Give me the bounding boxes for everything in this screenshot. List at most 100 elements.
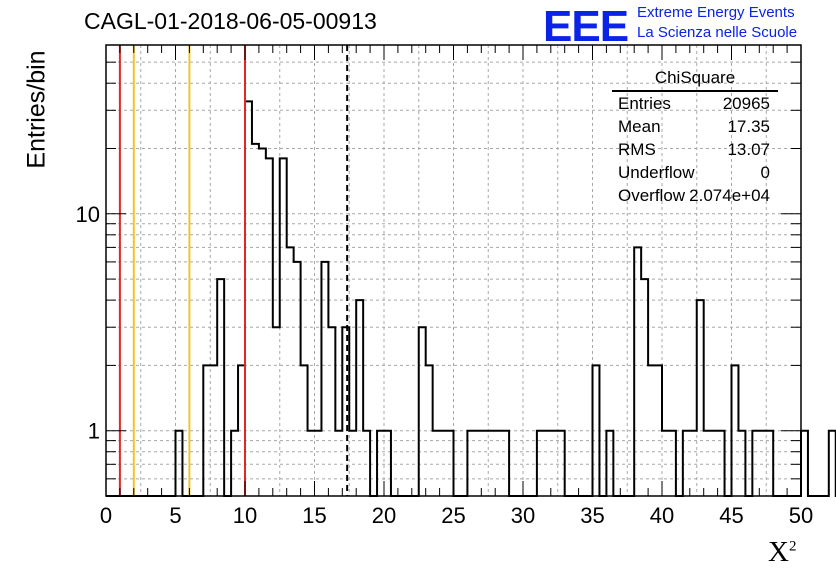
histogram-bin — [495, 431, 502, 496]
histogram-bin — [648, 365, 655, 496]
histogram-bin — [467, 431, 474, 496]
x-tick-label: 40 — [650, 503, 674, 528]
histogram-bin — [759, 431, 766, 496]
histogram-bin — [690, 431, 697, 496]
y-axis-label: Entries/bin — [22, 50, 51, 169]
histogram-bin — [266, 158, 273, 496]
histogram-bars — [106, 100, 836, 497]
x-tick-label: 45 — [719, 503, 743, 528]
x-tick-label: 30 — [511, 503, 535, 528]
histogram-bin — [176, 431, 183, 496]
histogram-bin — [363, 431, 370, 496]
stats-row-underflow: Underflow 0 — [612, 161, 778, 184]
histogram-bin — [210, 365, 217, 496]
y-tick-label: 10 — [76, 202, 100, 227]
stats-label: RMS — [618, 140, 656, 159]
histogram-bin — [634, 247, 641, 496]
stats-value: 20965 — [722, 94, 770, 113]
histogram-bin — [321, 262, 328, 496]
histogram-bin — [419, 327, 426, 496]
histogram-bin — [697, 300, 704, 496]
histogram-bin — [315, 431, 322, 496]
histogram-bin — [481, 431, 488, 496]
histogram-bin — [287, 247, 294, 496]
stats-label: Overflow — [618, 186, 686, 205]
stats-label: Mean — [618, 117, 661, 136]
histogram-bin — [738, 431, 745, 496]
stats-value: 13.07 — [727, 140, 770, 159]
histogram-outline — [106, 100, 836, 497]
stats-value: 17.35 — [727, 117, 770, 136]
x-tick-label: 35 — [580, 503, 604, 528]
histogram-bin — [766, 431, 773, 496]
histogram-bin — [704, 431, 711, 496]
histogram-bin — [669, 431, 676, 496]
reference-lines — [118, 45, 349, 496]
stats-box: ChiSquare Entries 20965 Mean 17.35 RMS 1… — [612, 66, 778, 207]
histogram-bin — [238, 365, 245, 496]
stats-row-overflow: Overflow 2.074e+04 — [612, 184, 778, 207]
axes: 0 5 10 15 20 25 30 35 40 45 50 1 10 — [76, 44, 813, 528]
logo-line-2: La Scienza nelle Scuole — [637, 24, 798, 41]
histogram-bin — [683, 431, 690, 496]
histogram-bin — [433, 431, 440, 496]
histogram-bin — [231, 431, 238, 496]
histogram-bin — [259, 148, 266, 496]
histogram-bin — [662, 431, 669, 496]
histogram-bin — [711, 431, 718, 496]
histogram-bin — [440, 431, 447, 496]
stats-row-mean: Mean 17.35 — [612, 115, 778, 138]
histogram-bin — [558, 431, 565, 496]
histogram-bin — [544, 431, 551, 496]
stats-value: 0 — [760, 163, 770, 182]
x-axis-label: X2 — [768, 536, 797, 568]
stats-label: Underflow — [618, 163, 695, 182]
run-title: CAGL-01-2018-06-05-00913 — [84, 8, 377, 34]
histogram-bin — [342, 327, 349, 496]
histogram-bin — [593, 365, 600, 496]
x-tick-label: 20 — [372, 503, 396, 528]
x-tick-label: 15 — [302, 503, 326, 528]
histogram-bin — [203, 365, 210, 496]
histogram-bin — [655, 365, 662, 496]
histogram-bin — [294, 262, 301, 496]
histogram-bin — [308, 431, 315, 496]
y-tick-label: 1 — [88, 419, 100, 444]
histogram-bin — [280, 158, 287, 496]
stats-label: Entries — [618, 94, 671, 113]
histogram-bin — [732, 365, 739, 496]
histogram-bin — [488, 431, 495, 496]
histogram-bin — [829, 431, 836, 496]
histogram-bin — [606, 431, 613, 496]
histogram-bin — [718, 431, 725, 496]
grid-lines — [106, 45, 801, 496]
x-tick-label: 25 — [441, 503, 465, 528]
histogram-bin — [301, 365, 308, 496]
histogram-bin — [349, 431, 356, 496]
stats-row-entries: Entries 20965 — [612, 92, 778, 115]
histogram-bin — [447, 431, 454, 496]
histogram-bin — [641, 279, 648, 496]
histogram-bin — [245, 101, 252, 496]
stats-title: ChiSquare — [612, 66, 778, 92]
histogram-bin — [377, 431, 384, 496]
histogram-bin — [273, 327, 280, 496]
x-tick-label: 5 — [169, 503, 181, 528]
histogram-bin — [752, 431, 759, 496]
logo-line-1: Extreme Energy Events — [637, 4, 795, 21]
histogram-bin — [328, 327, 335, 496]
x-tick-label: 10 — [233, 503, 257, 528]
histogram-bin — [502, 431, 509, 496]
histogram-bin — [217, 279, 224, 496]
histogram-bin — [252, 144, 259, 496]
x-tick-label: 50 — [789, 503, 813, 528]
histogram-bin — [356, 300, 363, 496]
histogram-bin — [551, 431, 558, 496]
histogram-bin — [384, 431, 391, 496]
x-tick-label: 0 — [100, 503, 112, 528]
eee-logo: EEE — [543, 2, 629, 51]
histogram-bin — [426, 365, 433, 496]
histogram-bin — [335, 431, 342, 496]
stats-row-rms: RMS 13.07 — [612, 138, 778, 161]
